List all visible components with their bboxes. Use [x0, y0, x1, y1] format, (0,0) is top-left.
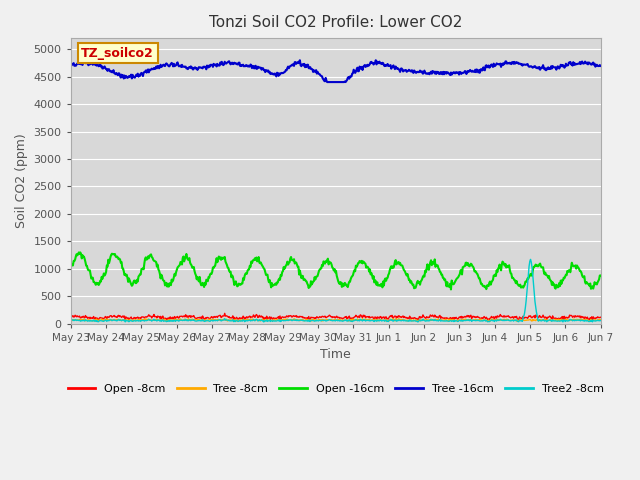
Line: Tree -16cm: Tree -16cm	[70, 60, 600, 82]
Open -16cm	[214, 259, 221, 265]
Tree2 -8cm	[76, 318, 84, 324]
Open -8cm	[131, 315, 139, 321]
Open -8cm	[67, 314, 74, 320]
Tree2 -8cm	[260, 319, 268, 325]
Open -16cm	[186, 255, 193, 261]
Tree -8cm	[596, 317, 604, 323]
Tree -16cm	[212, 63, 220, 69]
Title: Tonzi Soil CO2 Profile: Lower CO2: Tonzi Soil CO2 Profile: Lower CO2	[209, 15, 462, 30]
X-axis label: Time: Time	[320, 348, 351, 361]
Tree -8cm	[417, 317, 424, 323]
Tree -8cm	[401, 317, 409, 323]
Open -8cm	[596, 314, 604, 320]
Tree -8cm	[348, 319, 355, 324]
Tree2 -8cm	[596, 318, 604, 324]
Open -16cm	[447, 287, 455, 292]
Open -16cm	[132, 280, 140, 286]
Tree -16cm	[76, 60, 84, 66]
Tree2 -8cm	[416, 317, 424, 323]
Tree2 -8cm	[527, 256, 534, 262]
Line: Tree2 -8cm: Tree2 -8cm	[70, 259, 600, 322]
Tree -16cm	[323, 79, 331, 85]
Tree2 -8cm	[131, 318, 139, 324]
Tree -16cm	[131, 75, 139, 81]
Tree2 -8cm	[185, 318, 193, 324]
Tree -16cm	[596, 63, 604, 69]
Y-axis label: Soil CO2 (ppm): Soil CO2 (ppm)	[15, 133, 28, 228]
Open -16cm	[401, 268, 408, 274]
Open -8cm	[417, 315, 424, 321]
Line: Open -8cm: Open -8cm	[70, 313, 600, 320]
Line: Tree -8cm: Tree -8cm	[70, 319, 600, 322]
Tree -16cm	[417, 69, 424, 74]
Open -16cm	[75, 250, 83, 255]
Open -16cm	[596, 273, 604, 278]
Tree -8cm	[67, 317, 74, 323]
Tree -8cm	[186, 317, 193, 323]
Open -16cm	[77, 251, 85, 257]
Tree -16cm	[185, 65, 193, 71]
Text: TZ_soilco2: TZ_soilco2	[81, 47, 154, 60]
Open -16cm	[67, 265, 74, 271]
Tree -16cm	[372, 57, 380, 63]
Open -8cm	[414, 317, 422, 323]
Open -8cm	[221, 311, 228, 316]
Tree -8cm	[214, 317, 221, 323]
Legend: Open -8cm, Tree -8cm, Open -16cm, Tree -16cm, Tree2 -8cm: Open -8cm, Tree -8cm, Open -16cm, Tree -…	[63, 379, 608, 398]
Tree -16cm	[67, 64, 74, 70]
Tree -8cm	[131, 318, 139, 324]
Open -8cm	[76, 315, 84, 321]
Line: Open -16cm: Open -16cm	[70, 252, 600, 289]
Open -8cm	[185, 314, 193, 320]
Open -16cm	[416, 282, 424, 288]
Tree2 -8cm	[67, 317, 74, 323]
Tree2 -8cm	[401, 317, 408, 323]
Tree2 -8cm	[212, 317, 220, 323]
Open -8cm	[212, 313, 220, 319]
Open -8cm	[401, 313, 408, 319]
Tree -8cm	[185, 316, 193, 322]
Tree -16cm	[401, 67, 409, 73]
Tree -8cm	[76, 318, 84, 324]
